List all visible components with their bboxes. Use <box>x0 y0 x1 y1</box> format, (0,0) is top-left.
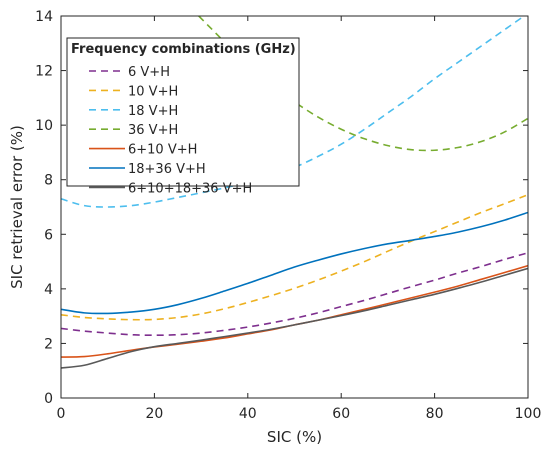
series-line-3 <box>61 16 526 208</box>
legend-entry: 36 V+H <box>89 123 178 138</box>
series-line-7 <box>61 267 528 369</box>
legend-label: 18+36 V+H <box>128 162 206 177</box>
legend-entry: 18 V+H <box>89 104 178 119</box>
x-tick-label: 60 <box>332 406 350 422</box>
y-tick-label: 10 <box>35 118 53 134</box>
legend: Frequency combinations (GHz) 6 V+H 10 V+H… <box>66 37 300 196</box>
y-tick-label: 6 <box>44 227 53 243</box>
legend-label: 36 V+H <box>128 123 178 138</box>
legend-entry: 6 V+H <box>89 65 170 80</box>
y-tick-label: 0 <box>44 391 53 407</box>
legend-label: 6+10+18+36 V+H <box>128 181 252 196</box>
legend-label: 6 V+H <box>128 65 170 80</box>
legend-entry: 6+10 V+H <box>89 143 197 158</box>
series-line-6 <box>61 211 528 315</box>
legend-label: 18 V+H <box>128 104 178 119</box>
legend-label: 6+10 V+H <box>128 143 197 158</box>
y-tick-label: 14 <box>35 9 53 25</box>
x-tick-label: 0 <box>57 406 66 422</box>
legend-entries: 6 V+H 10 V+H 18 V+H 36 V+H 6+10 V+H 18+36 V+H… <box>89 65 252 196</box>
x-tick-label: 80 <box>426 406 444 422</box>
plot-frame <box>60 15 529 399</box>
legend-title: Frequency combinations (GHz) <box>71 42 296 57</box>
x-tick-label: 100 <box>515 406 542 422</box>
x-axis-label: SIC (%) <box>267 428 322 446</box>
series-line-1 <box>61 252 528 337</box>
series-line-2 <box>61 193 528 321</box>
y-axis-label: SIC retrieval error (%) <box>8 125 26 289</box>
x-axis: 0 20 40 60 80 100 <box>57 16 542 422</box>
y-tick-label: 12 <box>35 64 53 80</box>
series-group <box>61 16 528 369</box>
legend-entry: 18+36 V+H <box>89 162 206 177</box>
legend-label: 10 V+H <box>128 84 178 99</box>
x-tick-label: 40 <box>239 406 257 422</box>
legend-box <box>66 37 300 187</box>
legend-entry: 10 V+H <box>89 84 178 99</box>
y-tick-label: 2 <box>44 336 53 352</box>
legend-entry: 6+10+18+36 V+H <box>89 181 252 196</box>
x-tick-label: 20 <box>145 406 163 422</box>
y-tick-label: 4 <box>44 282 53 298</box>
y-tick-label: 8 <box>44 173 53 189</box>
y-axis: 0 2 4 6 8 10 12 14 <box>35 9 528 407</box>
